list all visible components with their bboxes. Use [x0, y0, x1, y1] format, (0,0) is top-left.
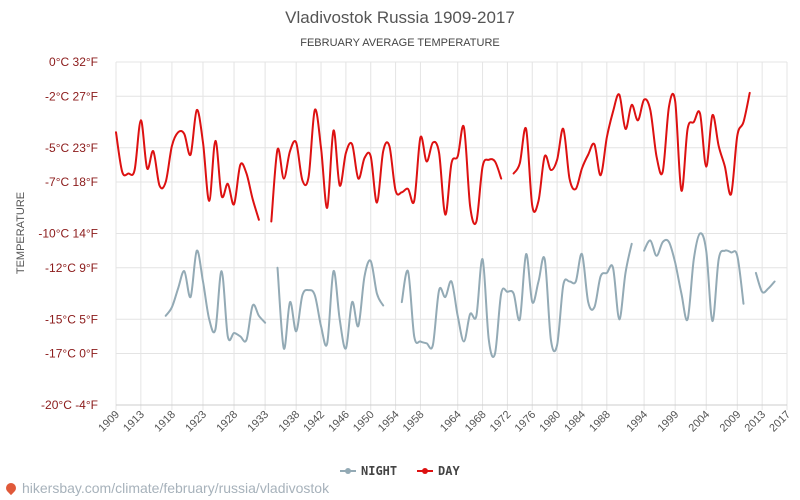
- y-tick-label: -5°C 23°F: [45, 141, 98, 155]
- y-tick-label: -10°C 14°F: [38, 227, 98, 241]
- series-line-day: [270, 108, 503, 226]
- x-tick-label: 1938: [276, 409, 302, 435]
- series-line-night: [643, 232, 745, 323]
- x-tick-label: 1950: [351, 409, 377, 435]
- series-line-night: [276, 259, 385, 350]
- x-tick-label: 1999: [655, 409, 681, 435]
- legend-day-label: DAY: [438, 464, 460, 478]
- y-axis-label: TEMPERATURE: [15, 192, 27, 274]
- series-day: [115, 91, 751, 226]
- watermark-text: hikersbay.com/climate/february/russia/vl…: [22, 480, 330, 496]
- chart-subtitle: FEBRUARY AVERAGE TEMPERATURE: [300, 37, 499, 49]
- x-tick-label: 2004: [687, 409, 713, 435]
- x-tick-label: 1946: [326, 409, 352, 435]
- y-tick-label: -20°C -4°F: [41, 398, 98, 412]
- series-line-day: [115, 108, 260, 221]
- x-tick-label: 1909: [96, 409, 122, 435]
- legend-night-label: NIGHT: [361, 464, 397, 478]
- series-line-night: [400, 242, 633, 358]
- y-tick-label: -7°C 18°F: [45, 175, 98, 189]
- x-tick-label: 1942: [301, 409, 327, 435]
- x-tick-label: 1913: [121, 409, 147, 435]
- x-tick-label: 1923: [183, 409, 209, 435]
- x-tick-label: 1980: [537, 409, 563, 435]
- x-tick-label: 2017: [767, 409, 793, 435]
- legend-night-marker: [345, 468, 351, 474]
- legend: NIGHT DAY: [340, 464, 460, 478]
- grid: [115, 61, 788, 410]
- series-line-night: [164, 249, 267, 343]
- legend-item-night[interactable]: NIGHT: [340, 464, 397, 478]
- y-axis-ticks: 0°C 32°F -2°C 27°F -5°C 23°F -7°C 18°F -10°C…: [38, 55, 98, 412]
- x-tick-label: 1994: [624, 409, 650, 435]
- series-line-night: [754, 271, 776, 294]
- x-tick-label: 1968: [463, 409, 489, 435]
- watermark[interactable]: hikersbay.com/climate/february/russia/vl…: [3, 480, 330, 496]
- legend-day-marker: [422, 468, 428, 474]
- x-tick-label: 1976: [513, 409, 539, 435]
- x-tick-label: 1964: [438, 409, 464, 435]
- y-tick-label: -17°C 0°F: [45, 347, 98, 361]
- x-tick-label: 1988: [587, 409, 613, 435]
- x-tick-label: 1933: [245, 409, 271, 435]
- map-pin-icon: [3, 480, 19, 496]
- legend-item-day[interactable]: DAY: [417, 464, 460, 478]
- series-line-day: [512, 91, 751, 213]
- x-tick-label: 1918: [152, 409, 178, 435]
- x-tick-label: 1954: [376, 409, 402, 435]
- x-tick-label: 2009: [718, 409, 744, 435]
- x-tick-label: 1972: [488, 409, 514, 435]
- series-lines: [115, 91, 776, 358]
- x-tick-label: 1928: [214, 409, 240, 435]
- chart-title: Vladivostok Russia 1909-2017: [285, 8, 515, 27]
- x-tick-label: 2013: [742, 409, 768, 435]
- y-tick-label: -2°C 27°F: [45, 89, 98, 103]
- x-tick-label: 1984: [562, 409, 588, 435]
- series-night: [164, 232, 776, 358]
- y-tick-label: -15°C 5°F: [45, 312, 98, 326]
- x-tick-label: 1958: [401, 409, 427, 435]
- x-axis-ticks: 1909 1913 1918 1923 1928 1933 1938 1942 1946 1950…: [96, 409, 793, 435]
- y-tick-label: 0°C 32°F: [49, 55, 98, 69]
- y-tick-label: -12°C 9°F: [45, 261, 98, 275]
